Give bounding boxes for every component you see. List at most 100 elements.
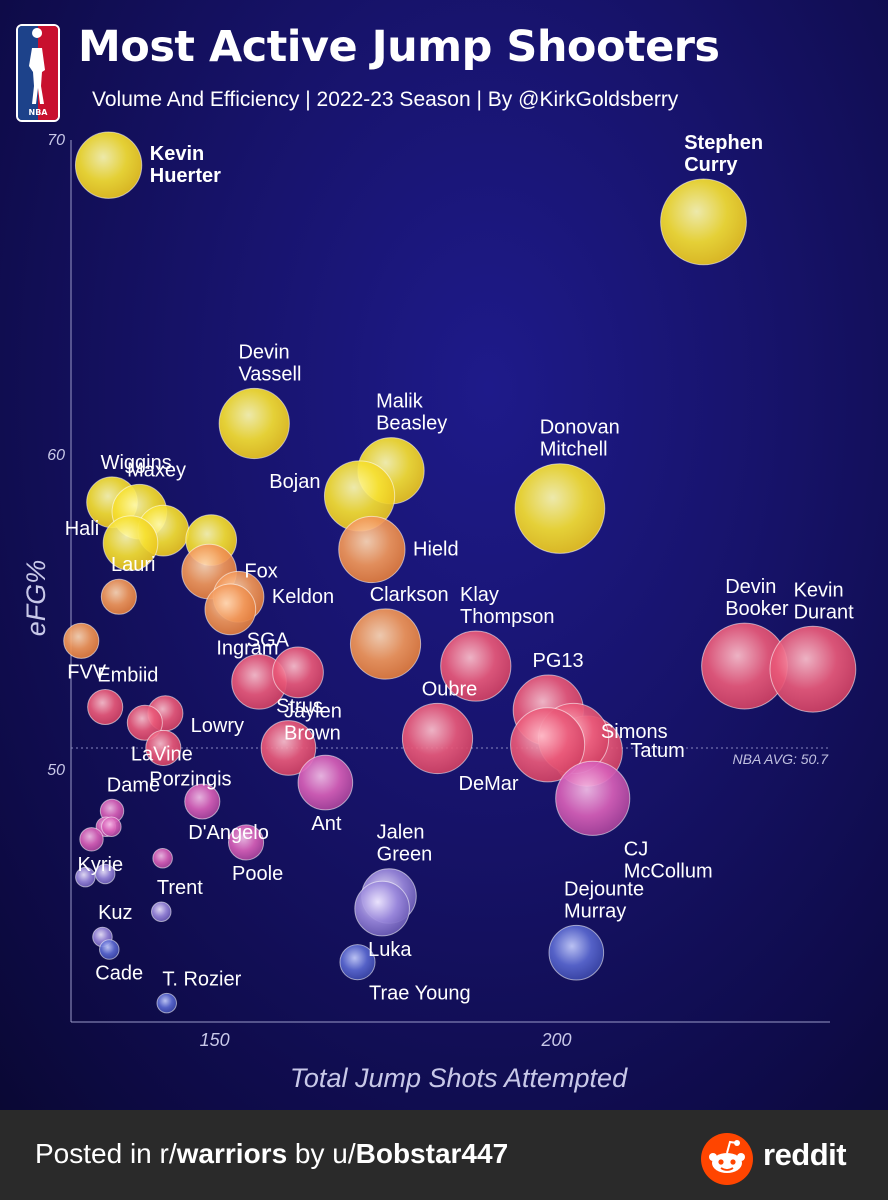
chart-subtitle: Volume And Efficiency | 2022-23 Season |… — [92, 88, 679, 111]
data-point-jaylen-brown[interactable] — [272, 646, 324, 699]
point-label: Strus — [276, 696, 323, 718]
point-label: Malik — [376, 391, 424, 413]
data-point-cade[interactable] — [99, 939, 120, 960]
point-label: Green — [377, 844, 433, 866]
by-text: by u/ — [287, 1138, 356, 1169]
y-axis-label: eFG% — [21, 560, 51, 637]
point-label: Wiggins — [101, 452, 172, 474]
data-point-porzingis[interactable] — [145, 729, 182, 767]
point-label: LaVine — [131, 743, 193, 765]
point-label: Hali — [65, 518, 99, 540]
point-label: Jalen — [377, 822, 425, 844]
point-label: Clarkson — [370, 584, 449, 606]
y-tick-label-50: 50 — [47, 762, 65, 779]
point-label: Thompson — [460, 606, 555, 628]
data-point-kevin-huerter[interactable] — [74, 131, 143, 199]
y-tick-label-70: 70 — [47, 132, 65, 149]
point-label: Lauri — [111, 554, 155, 576]
data-point-unlabeled-43[interactable] — [152, 847, 173, 869]
data-point-klay-thompson[interactable] — [440, 630, 512, 702]
reddit-logo-icon[interactable] — [700, 1132, 754, 1186]
chart-area: NBA Most Active Jump Shooters Volume And… — [0, 0, 888, 1110]
reddit-wordmark: reddit — [763, 1137, 847, 1172]
data-point-hield[interactable] — [338, 515, 406, 584]
point-label: Curry — [684, 154, 738, 176]
point-label: Devin — [725, 576, 776, 598]
data-point-unlabeled-40[interactable] — [101, 816, 122, 837]
point-label: Lowry — [191, 715, 244, 737]
data-point-lauri[interactable] — [100, 578, 137, 615]
point-label: Ingram — [216, 638, 278, 660]
point-label: D'Angelo — [188, 822, 269, 844]
point-label: Trent — [157, 877, 203, 899]
data-point-kevin-durant[interactable] — [769, 625, 857, 713]
x-tick-label-200: 200 — [540, 1030, 571, 1050]
data-point-fvv[interactable] — [63, 622, 100, 659]
point-label: Jaylen — [284, 701, 342, 723]
point-label: Trae Young — [369, 983, 471, 1005]
data-point-donovan-mitchell[interactable] — [514, 463, 606, 554]
data-point-lavine[interactable] — [126, 704, 163, 741]
y-tick-label-60: 60 — [47, 447, 65, 464]
point-label: Keldon — [272, 586, 334, 608]
point-label: Durant — [794, 601, 854, 623]
point-label: Huerter — [150, 165, 221, 187]
data-point-d-angelo[interactable] — [184, 783, 221, 820]
point-label: Mitchell — [540, 439, 608, 461]
x-tick-label-150: 150 — [200, 1030, 230, 1050]
data-point-unlabeled-45[interactable] — [94, 863, 116, 885]
logo-text: NBA — [29, 108, 49, 117]
point-label: PG13 — [532, 650, 583, 672]
point-label: Dame — [107, 774, 160, 796]
point-label: Kyrie — [78, 854, 124, 876]
posted-prefix: Posted in r/ — [35, 1138, 177, 1169]
data-point-devin-vassell[interactable] — [218, 387, 290, 460]
reddit-footer: Posted in r/warriors by u/Bobstar447 red… — [0, 1110, 888, 1200]
username-link[interactable]: Bobstar447 — [355, 1138, 509, 1169]
point-label: Luka — [368, 939, 412, 961]
x-axis-label: Total Jump Shots Attempted — [290, 1063, 628, 1093]
data-point-unlabeled-44[interactable] — [75, 866, 96, 888]
point-label: Ant — [311, 813, 341, 835]
data-point-luka[interactable] — [354, 880, 410, 937]
point-label: Embiid — [97, 664, 158, 686]
point-label: Bojan — [269, 471, 320, 493]
data-point-kyrie[interactable] — [79, 827, 104, 852]
point-label: Beasley — [376, 413, 447, 435]
point-label: Porzingis — [149, 769, 231, 791]
point-label: Maxey — [127, 459, 186, 481]
data-point-cj-mccollum[interactable] — [555, 760, 631, 836]
data-point-trent[interactable] — [151, 901, 172, 922]
point-label: McCollum — [624, 860, 713, 882]
point-label: Tatum — [630, 740, 684, 762]
point-label: Klay — [460, 584, 499, 606]
data-point-t-rozier[interactable] — [156, 992, 177, 1014]
point-label: Murray — [564, 900, 626, 922]
point-label: Dejounte — [564, 878, 644, 900]
nba-logo-icon: NBA — [18, 26, 58, 120]
point-label: Kuz — [98, 902, 132, 924]
point-label: Kevin — [794, 579, 844, 601]
data-point-ingram[interactable] — [204, 583, 257, 636]
data-point-dejounte-murray[interactable] — [548, 924, 605, 981]
posted-in-text: Posted in r/warriors by u/Bobstar447 — [35, 1138, 508, 1170]
nba-average-label: NBA AVG: 50.7 — [733, 751, 830, 767]
data-point-poole[interactable] — [227, 824, 265, 861]
point-label: Oubre — [422, 678, 478, 700]
point-label: Vassell — [238, 363, 301, 385]
point-label: Simons — [601, 721, 668, 743]
data-point-stephen-curry[interactable] — [660, 178, 747, 266]
subreddit-link[interactable]: warriors — [176, 1138, 288, 1169]
data-point-trae-young[interactable] — [339, 944, 376, 981]
data-point-hali[interactable] — [102, 515, 159, 572]
data-point-oubre[interactable] — [401, 702, 474, 775]
data-point-demar[interactable] — [510, 707, 586, 783]
scatter-plot: 50 60 70 150 200 Total Jump Shots Attempted eF… — [21, 131, 857, 1093]
point-label: Cade — [95, 962, 143, 984]
data-point-embiid[interactable] — [87, 688, 124, 726]
data-point-ant[interactable] — [297, 754, 354, 811]
data-point-clarkson[interactable] — [349, 608, 422, 680]
point-label: Kevin — [150, 143, 204, 165]
data-point-strus[interactable] — [260, 720, 317, 776]
point-label: Donovan — [540, 417, 620, 439]
